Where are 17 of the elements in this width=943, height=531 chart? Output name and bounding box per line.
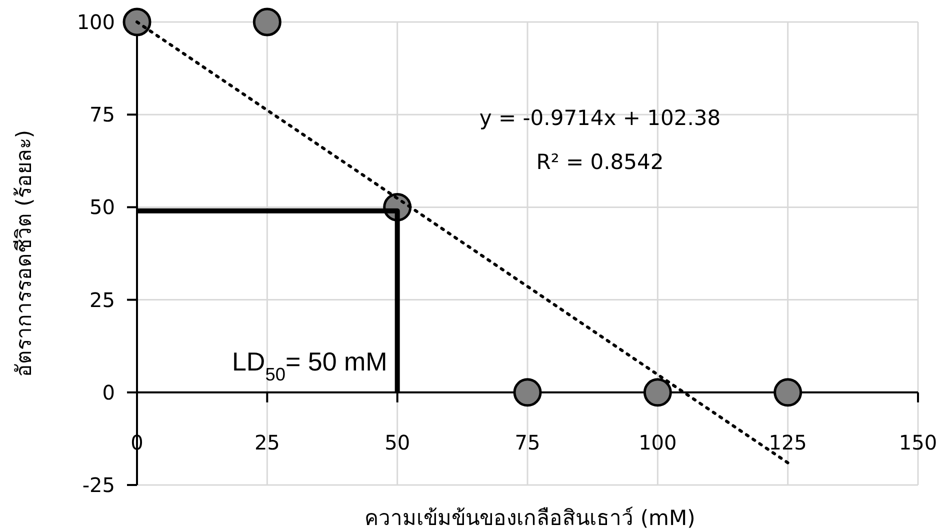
x-tick-label: 100 (638, 430, 677, 454)
x-tick-label: 75 (514, 430, 540, 454)
x-tick-label: 150 (898, 430, 938, 454)
y-tick-label: 25 (90, 288, 115, 312)
y-tick-label: 50 (90, 195, 115, 220)
y-tick-label: 100 (76, 10, 115, 34)
x-tick-label: 50 (384, 430, 410, 454)
x-tick-label: 25 (254, 430, 280, 454)
y-axis-title: อัตราการรอดชีวิต (ร้อยละ) (12, 130, 36, 378)
y-tick-label: 0 (102, 380, 115, 404)
annotation: R² = 0.8542 (536, 150, 664, 174)
x-axis-title: ความเข้มข้นของเกลือสินเธาว์ (mM) (364, 506, 696, 530)
annotation: LD$_{50}$= 50 mM (232, 346, 388, 384)
x-tick-label: 125 (768, 430, 807, 454)
y-tick-label: -25 (82, 473, 115, 497)
y-tick-label: 75 (90, 102, 115, 127)
annotation: y = -0.9714x + 102.38 (479, 106, 721, 130)
